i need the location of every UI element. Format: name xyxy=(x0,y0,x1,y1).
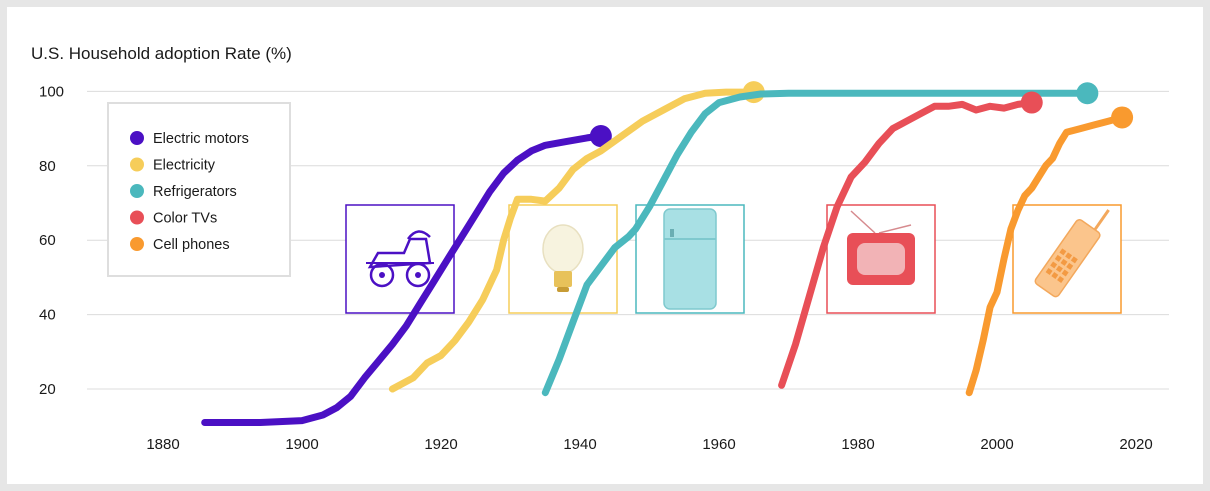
product-icons xyxy=(345,204,1122,314)
y-axis-ticks: 20 40 60 80 100 xyxy=(39,83,64,398)
series-end-marker-3 xyxy=(1076,82,1099,105)
series-lines xyxy=(201,81,1134,426)
chart-title: U.S. Household adoption Rate (%) xyxy=(31,44,292,63)
x-axis-ticks: 1880 1900 1920 1940 1960 1980 2000 2020 xyxy=(146,436,1152,453)
x-tick-label: 1980 xyxy=(841,436,874,453)
legend: Electric motors Electricity Refrigerators C… xyxy=(107,102,291,277)
x-tick-label: 1880 xyxy=(146,436,179,453)
y-tick-label: 60 xyxy=(39,232,56,249)
y-tick-label: 40 xyxy=(39,307,56,324)
legend-label: Cell phones xyxy=(153,237,230,253)
legend-label: Color TVs xyxy=(153,211,217,227)
y-tick-label: 100 xyxy=(39,83,64,100)
legend-swatch xyxy=(130,237,144,251)
adoption-rate-chart: U.S. Household adoption Rate (%) 20 40 60 8… xyxy=(31,44,1169,453)
legend-swatch xyxy=(130,210,144,225)
x-tick-label: 1900 xyxy=(285,436,318,453)
series-line-5 xyxy=(965,113,1126,397)
x-tick-label: 1940 xyxy=(563,436,596,453)
refrigerator-icon xyxy=(635,204,745,314)
legend-swatch xyxy=(130,184,144,198)
series-end-marker-4 xyxy=(1020,91,1043,114)
x-tick-label: 2000 xyxy=(980,436,1013,453)
x-tick-label: 1960 xyxy=(702,436,735,453)
series-end-marker-5 xyxy=(1111,106,1134,129)
y-tick-label: 80 xyxy=(39,158,56,175)
legend-swatch xyxy=(130,157,144,172)
legend-swatch xyxy=(130,131,144,145)
y-tick-label: 20 xyxy=(39,381,56,398)
x-tick-label: 2020 xyxy=(1119,436,1152,453)
cell-phone-icon xyxy=(1012,204,1122,314)
legend-label: Electricity xyxy=(153,158,216,174)
x-tick-label: 1920 xyxy=(424,436,457,453)
series-line-4 xyxy=(778,99,1036,389)
series-end-marker-1 xyxy=(589,125,612,148)
legend-label: Refrigerators xyxy=(153,184,237,200)
legend-label: Electric motors xyxy=(153,131,249,147)
light-bulb-icon xyxy=(508,204,618,314)
television-icon xyxy=(826,204,936,314)
series-line-3 xyxy=(541,89,1091,397)
series-line-1 xyxy=(201,132,605,426)
antique-car-icon xyxy=(345,204,455,314)
series-line-2 xyxy=(388,88,758,393)
chart-frame: U.S. Household adoption Rate (%) 20 40 60 8… xyxy=(7,7,1203,484)
